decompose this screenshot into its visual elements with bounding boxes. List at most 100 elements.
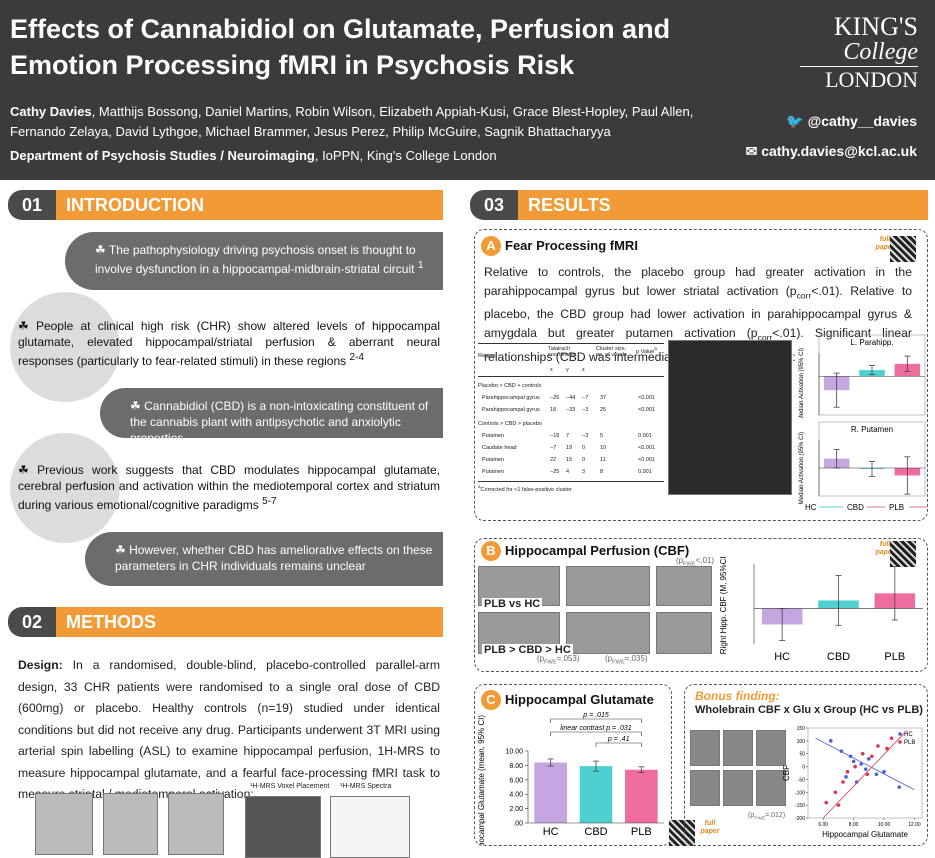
legend-label: PLB (904, 740, 915, 746)
brain-image (656, 566, 712, 606)
table-cell: −44 (566, 395, 576, 401)
brain-image (690, 730, 720, 766)
x-tick-label: 6.00 (818, 822, 828, 828)
table-cell: 4 (566, 469, 570, 475)
table-cell: 37 (600, 395, 607, 401)
email-icon: ✉ (745, 143, 762, 159)
brain-image (566, 612, 650, 654)
table-cell: 0.001 (638, 433, 652, 439)
twitter-icon: 🐦 (786, 113, 808, 129)
chart-title: R. Putamen (851, 425, 893, 434)
y-tick-label: 6.00 (509, 777, 523, 784)
table-cell: −7 (582, 395, 589, 401)
footnote-mark: a (478, 484, 481, 489)
point (863, 767, 868, 771)
stat-label: (pFWE=.012) (748, 812, 785, 821)
legend-label: PLB (889, 503, 904, 512)
bonus-title: Wholebrain CBF x Glu x Group (HC vs PLB) (695, 704, 923, 716)
table-cell: 15 (566, 457, 573, 463)
contrast-label: PLB > CBD > HC (482, 644, 573, 656)
y-tick-label: -100 (795, 790, 805, 796)
table-rule (478, 343, 664, 344)
point (836, 803, 841, 807)
group-label: Controls > CBD > placebo (478, 421, 542, 427)
plot-frame (807, 727, 923, 819)
qr-label: full paper (875, 541, 895, 556)
y-tick-label: -50 (798, 777, 805, 783)
x-tick-label: 8.00 (849, 822, 859, 828)
ref: 1 (417, 260, 424, 271)
chart: L. Parahipp. Median Activation (95% CI) (799, 334, 926, 418)
text-segment: (p (605, 654, 613, 663)
axis-label: z (582, 367, 585, 373)
group-label: Placebo > CBD > controls (478, 383, 542, 389)
ref: 2-4 (349, 352, 364, 363)
image-label: ¹H-MRS Voxel Placement (250, 783, 330, 790)
y-tick-label: 10.00 (505, 749, 523, 756)
brain-image (566, 566, 650, 606)
header (0, 0, 935, 180)
table-cell: 22 (550, 457, 557, 463)
x-tick-label: PLB (884, 651, 905, 663)
section-title: RESULTS (518, 190, 928, 220)
intro-text: Cannabidiol (CBD) is a non-intoxicating … (130, 399, 429, 445)
image-label: ¹H-MRS Spectra (340, 783, 392, 790)
title: Effects of Cannabidiol on Glutamate, Per… (10, 14, 671, 44)
co-authors: , Matthijs Bossong, Daniel Martins, Robi… (10, 104, 694, 139)
point (844, 775, 848, 779)
section-number: 03 (470, 190, 518, 220)
bonus-kicker: Bonus finding: (695, 689, 780, 703)
bracket (550, 731, 642, 736)
table-header: p Value (636, 348, 655, 355)
footnote-mark: a (654, 346, 657, 351)
table-cell: 19 (566, 445, 573, 451)
intro-item: ☘ Cannabidiol (CBD) is a non-intoxicatin… (100, 388, 443, 445)
brain-image (656, 612, 712, 654)
email-address: cathy.davies@kcl.ac.uk (761, 143, 917, 159)
legend-swatch (898, 740, 902, 744)
ref: 5-7 (262, 496, 277, 507)
design-text: In a randomised, double-blind, placebo-c… (18, 658, 440, 801)
panel-title: Hippocampal Glutamate (505, 692, 654, 707)
subscript: FWE (754, 816, 766, 822)
legend-label: HC (904, 732, 913, 738)
table-cell: 18 (550, 407, 557, 413)
subscript: FWE (544, 659, 557, 666)
authors: Cathy Davies, Matthijs Bossong, Daniel M… (10, 102, 730, 142)
text-segment: =.012) (765, 812, 786, 819)
brain-image (690, 770, 720, 806)
point (833, 790, 838, 795)
y-tick-label: 150 (797, 726, 806, 732)
y-axis-label: Hippocampal Glutamate (mean, 95% CI) (477, 715, 486, 845)
stat-label: (pFWE=.035) (605, 654, 647, 666)
y-tick-label: -150 (795, 803, 805, 809)
point (874, 772, 879, 777)
qr-label: full paper (875, 236, 895, 251)
panel-letter: B (481, 541, 501, 561)
point (848, 754, 853, 759)
table-cell: Putamen (482, 469, 505, 475)
table-cell: 3 (582, 469, 586, 475)
design-label: Design: (18, 658, 63, 672)
text-segment: =.035) (624, 654, 648, 663)
point (876, 744, 880, 748)
email: ✉ cathy.davies@kcl.ac.uk (746, 143, 917, 160)
table-cell: Parahippocampal gyrus (482, 395, 540, 401)
y-axis-label: CBF (782, 765, 791, 781)
table-cell: <0.001 (638, 445, 655, 451)
point (859, 762, 863, 766)
x-tick-label: HC (774, 651, 790, 663)
table-header: p Valuea (636, 346, 657, 355)
table-cell: −33 (566, 407, 576, 413)
point (851, 759, 856, 764)
point (882, 769, 886, 774)
x-tick-label: 12.00 (908, 822, 921, 828)
table-cell: −7 (550, 445, 557, 451)
stat-label: (pFWE<.01) (676, 556, 714, 568)
section-number: 02 (8, 607, 56, 637)
table-cell: −25 (550, 469, 560, 475)
qr-code (890, 541, 916, 567)
subscript: FWE (612, 659, 625, 666)
table-header: Region (478, 353, 496, 359)
institute: , IoPPN, King's College London (314, 148, 497, 163)
